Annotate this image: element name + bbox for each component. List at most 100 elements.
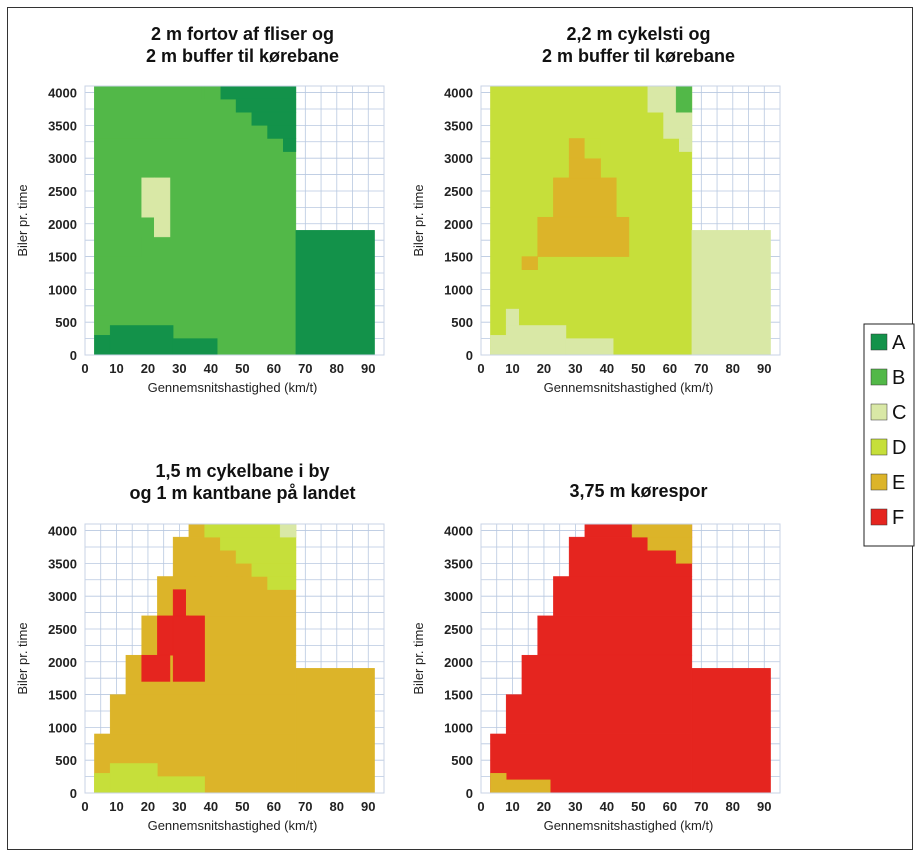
region-e bbox=[568, 138, 586, 159]
chart-title-line: 2,2 m cykelsti og bbox=[566, 24, 710, 44]
y-axis-label: Biler pr. time bbox=[411, 184, 426, 256]
region-b bbox=[94, 315, 108, 336]
region-f bbox=[553, 576, 693, 617]
regions bbox=[94, 85, 375, 356]
chart-title-line: 2 m fortov af fliser og bbox=[151, 24, 334, 44]
x-tick-label: 40 bbox=[204, 799, 218, 814]
legend-swatch-e bbox=[870, 473, 888, 491]
region-d bbox=[584, 138, 601, 159]
region-f bbox=[141, 654, 171, 682]
region-a bbox=[109, 325, 174, 356]
region-e bbox=[505, 779, 551, 794]
y-tick-label: 1000 bbox=[48, 282, 77, 297]
x-tick-label: 80 bbox=[726, 361, 740, 376]
region-c bbox=[663, 111, 693, 139]
y-tick-label: 2000 bbox=[48, 655, 77, 670]
x-tick-label: 0 bbox=[477, 799, 484, 814]
region-e bbox=[568, 157, 601, 179]
plot-border bbox=[84, 523, 385, 794]
region-e bbox=[109, 694, 297, 735]
region-d bbox=[94, 773, 111, 794]
x-tick-label: 10 bbox=[109, 361, 123, 376]
chart-title-line: 2 m buffer til kørebane bbox=[146, 46, 339, 66]
x-tick-label: 90 bbox=[361, 799, 375, 814]
chart-1: 0 10 20 30 40 50 60 70 80 90 0 500 1000 1500 2000 2500 3… bbox=[15, 24, 385, 395]
regions bbox=[490, 85, 771, 356]
x-tick-label: 90 bbox=[757, 361, 771, 376]
x-tick-label: 60 bbox=[267, 361, 281, 376]
y-tick-label: 3000 bbox=[48, 589, 77, 604]
x-tick-label: 50 bbox=[235, 799, 249, 814]
x-axis-label: Gennemsnitshastighed (km/t) bbox=[148, 818, 318, 833]
y-tick-label: 0 bbox=[70, 348, 77, 363]
x-tick-label: 50 bbox=[631, 361, 645, 376]
region-a bbox=[251, 111, 297, 126]
y-tick-label: 1500 bbox=[48, 688, 77, 703]
region-b bbox=[94, 138, 171, 179]
x-tick-label: 20 bbox=[141, 361, 155, 376]
region-d bbox=[109, 763, 158, 794]
region-c bbox=[505, 325, 567, 356]
region-d bbox=[267, 576, 297, 590]
y-tick-label: 2000 bbox=[444, 217, 473, 232]
region-a bbox=[94, 335, 111, 356]
chart-2: 0 10 20 30 40 50 60 70 80 90 0 500 1000 1500 2000 2500 3… bbox=[411, 24, 781, 395]
x-axis-label: Gennemsnitshastighed (km/t) bbox=[148, 380, 318, 395]
chart-title-line: 1,5 m cykelbane i by bbox=[155, 461, 329, 481]
region-e bbox=[490, 773, 507, 794]
legend-swatch-d bbox=[870, 438, 888, 456]
plot-border bbox=[480, 523, 781, 794]
y-tick-label: 4000 bbox=[444, 86, 473, 101]
x-tick-label: 20 bbox=[141, 799, 155, 814]
chart-title-line: 3,75 m kørespor bbox=[569, 481, 707, 501]
y-tick-label: 500 bbox=[55, 315, 77, 330]
y-tick-label: 1500 bbox=[444, 688, 473, 703]
region-f bbox=[172, 615, 205, 682]
region-d bbox=[235, 549, 297, 564]
region-f bbox=[537, 615, 693, 656]
plot-border bbox=[84, 85, 385, 356]
region-d bbox=[220, 536, 297, 551]
region-e bbox=[553, 177, 617, 218]
y-tick-label: 500 bbox=[451, 753, 473, 768]
x-tick-label: 20 bbox=[537, 799, 551, 814]
region-b bbox=[94, 85, 202, 100]
region-f bbox=[505, 694, 693, 735]
region-a bbox=[172, 338, 218, 356]
legend-label-c: C bbox=[892, 402, 906, 424]
region-e bbox=[675, 549, 693, 564]
chart-title-line: 2 m buffer til kørebane bbox=[542, 46, 735, 66]
y-tick-label: 1500 bbox=[444, 250, 473, 265]
legend-label-f: F bbox=[892, 507, 904, 529]
chart-3: 0 10 20 30 40 50 60 70 80 90 0 500 1000 1500 2000 2500 3… bbox=[15, 461, 385, 833]
y-tick-label: 3000 bbox=[444, 151, 473, 166]
region-a bbox=[267, 125, 297, 139]
region-e bbox=[631, 523, 693, 538]
y-tick-label: 2500 bbox=[48, 622, 77, 637]
y-tick-label: 3500 bbox=[444, 118, 473, 133]
y-tick-label: 1500 bbox=[48, 250, 77, 265]
x-axis-label: Gennemsnitshastighed (km/t) bbox=[544, 380, 714, 395]
region-c bbox=[279, 523, 297, 538]
x-tick-label: 90 bbox=[361, 361, 375, 376]
y-tick-label: 4000 bbox=[444, 524, 473, 539]
legend-label-a: A bbox=[892, 332, 906, 354]
x-tick-label: 0 bbox=[81, 361, 88, 376]
y-tick-label: 0 bbox=[70, 786, 77, 801]
region-a bbox=[235, 98, 297, 113]
regions bbox=[490, 523, 771, 794]
legend-swatch-a bbox=[870, 333, 888, 351]
x-tick-label: 40 bbox=[600, 799, 614, 814]
y-tick-label: 3000 bbox=[48, 151, 77, 166]
region-b bbox=[675, 85, 693, 113]
y-tick-label: 4000 bbox=[48, 86, 77, 101]
y-tick-label: 1000 bbox=[444, 282, 473, 297]
regions bbox=[94, 523, 375, 794]
region-b bbox=[94, 98, 190, 139]
x-tick-label: 10 bbox=[505, 799, 519, 814]
x-tick-label: 70 bbox=[298, 799, 312, 814]
x-tick-label: 0 bbox=[81, 799, 88, 814]
